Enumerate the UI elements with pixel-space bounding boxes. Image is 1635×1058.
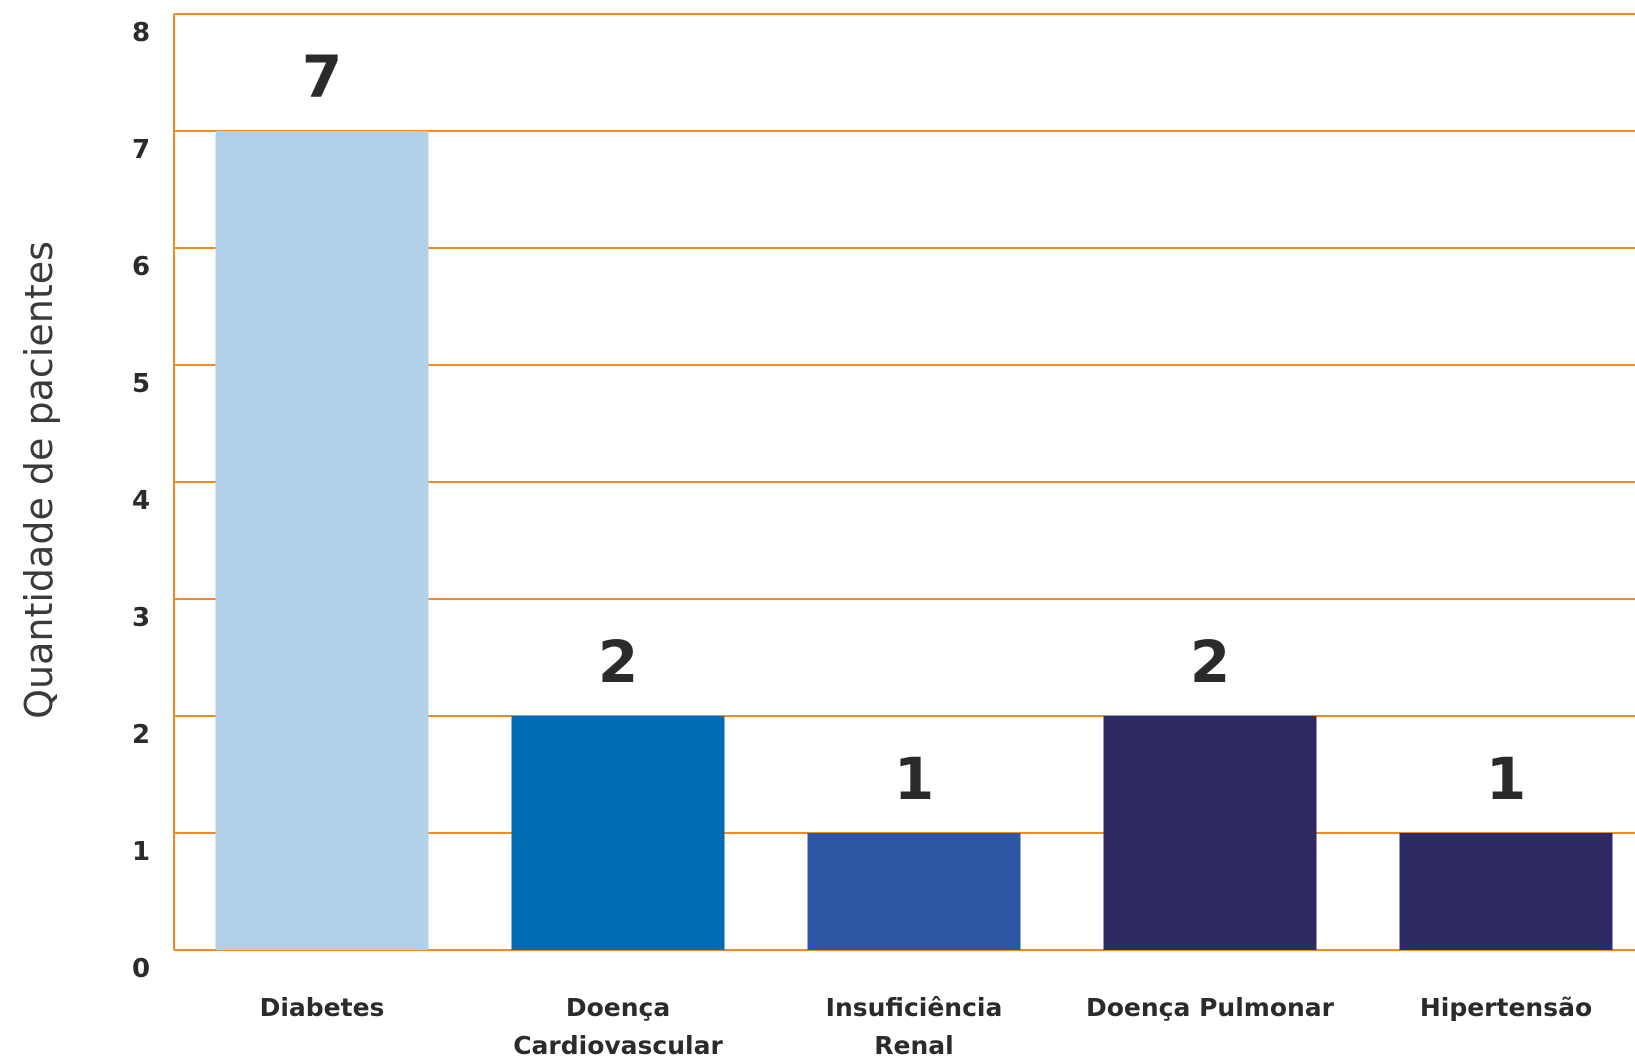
bar-2 xyxy=(807,833,1021,950)
y-axis-label: Quantidade de pacientes xyxy=(17,241,61,719)
data-label-0: 7 xyxy=(302,43,342,111)
category-label-4: Hipertensão xyxy=(1420,993,1592,1022)
data-label-4: 1 xyxy=(1486,745,1526,813)
data-labels: 7 2 1 2 1 xyxy=(302,43,1526,813)
y-tick-label-2: 2 xyxy=(132,720,150,750)
bars xyxy=(215,131,1613,950)
category-label-0: Diabetes xyxy=(260,993,385,1022)
y-tick-label-8: 8 xyxy=(132,18,150,48)
y-tick-label-4: 4 xyxy=(132,486,150,516)
y-tick-label-0: 0 xyxy=(132,954,150,984)
bar-0 xyxy=(215,131,429,950)
bar-1 xyxy=(511,716,725,950)
y-tick-label-5: 5 xyxy=(132,369,150,399)
x-axis-categories: Diabetes Doença Cardiovascular Insuficiênci… xyxy=(260,993,1593,1058)
y-tick-label-6: 6 xyxy=(132,252,150,282)
category-label-1: Doença Cardiovascular xyxy=(513,993,723,1058)
data-label-3: 2 xyxy=(1190,628,1230,696)
bar-4 xyxy=(1399,833,1613,950)
y-tick-label-3: 3 xyxy=(132,603,150,633)
bar-3 xyxy=(1103,716,1317,950)
y-axis-ticks: 0 1 2 3 4 5 6 7 8 xyxy=(132,18,150,984)
category-label-3: Doença Pulmonar xyxy=(1086,993,1335,1022)
y-tick-label-7: 7 xyxy=(132,135,150,165)
y-tick-label-1: 1 xyxy=(132,837,150,867)
data-label-1: 2 xyxy=(598,628,638,696)
category-label-2: Insuficiência Renal xyxy=(826,993,1003,1058)
data-label-2: 1 xyxy=(894,745,934,813)
